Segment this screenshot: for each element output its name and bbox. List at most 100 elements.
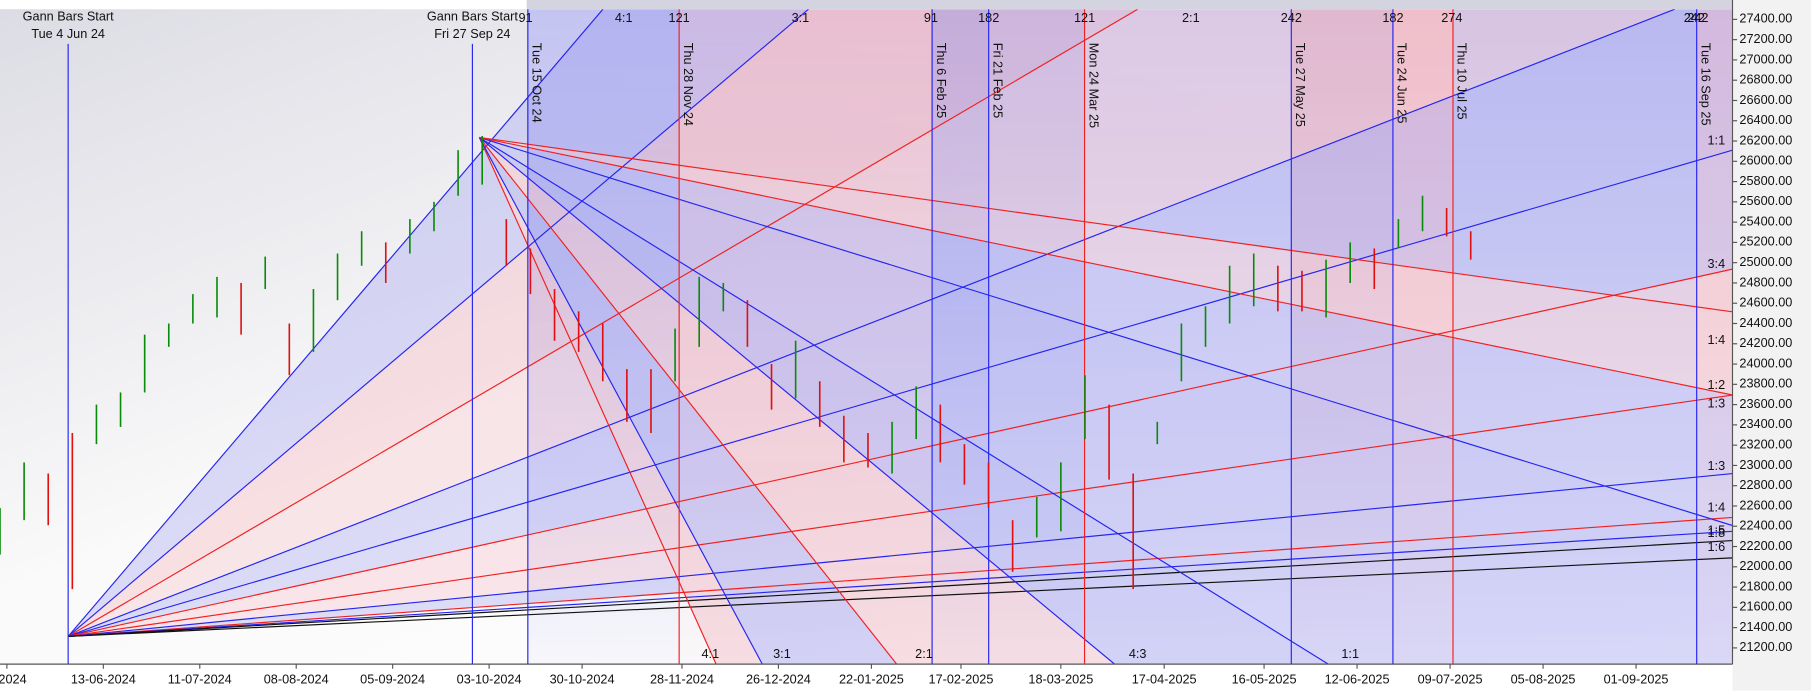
x-tick-label: 16-05-2025 (1232, 673, 1297, 687)
top-label: 121 (669, 11, 690, 25)
y-tick-label: 21400.00 (1739, 620, 1792, 634)
y-tick-label: 24400.00 (1739, 316, 1792, 330)
fan-fill (479, 137, 1733, 665)
ratio-label: 1:3 (1708, 459, 1726, 473)
x-tick-label: 22-01-2025 (839, 673, 904, 687)
ratio-label: 1:6 (1708, 540, 1726, 554)
band (988, 9, 1085, 665)
x-tick-label: 26-12-2024 (746, 673, 811, 687)
gann-start-title: Gann Bars Start (23, 10, 114, 24)
y-tick-label: 24000.00 (1739, 356, 1792, 370)
top-label: 121 (1074, 11, 1095, 25)
y-tick-label: 26600.00 (1739, 93, 1792, 107)
y-tick-label: 22600.00 (1739, 498, 1792, 512)
bottom-label: 4:1 (702, 647, 720, 661)
band (932, 9, 989, 665)
fan-line (68, 472, 1733, 637)
event-label: Tue 27 May 25 (1293, 43, 1307, 127)
y-tick-label: 22400.00 (1739, 519, 1792, 533)
y-tick-label: 25800.00 (1739, 174, 1792, 188)
ratio-label: 1:3 (1708, 397, 1726, 411)
event-label: Fri 21 Feb 25 (990, 43, 1004, 118)
bottom-label: 3:1 (773, 647, 791, 661)
y-tick-label: 21600.00 (1739, 600, 1792, 614)
x-tick-label: 5-2024 (0, 673, 27, 687)
y-tick-label: 27000.00 (1739, 52, 1792, 66)
event-label: Tue 16 Sep 25 (1698, 43, 1712, 126)
x-tick-label: 12-06-2025 (1325, 673, 1390, 687)
fan-line (478, 137, 898, 665)
bottom-label: 4:3 (1129, 647, 1147, 661)
x-tick-label: 05-08-2025 (1511, 673, 1576, 687)
x-tick-label: 17-02-2025 (929, 673, 994, 687)
event-label: Thu 6 Feb 25 (934, 43, 948, 118)
fan-lines (67, 9, 1733, 665)
fan-line (68, 539, 1733, 637)
fan-line (479, 136, 1733, 527)
x-tick-label: 17-04-2025 (1132, 673, 1197, 687)
gann-start-title: Gann Bars Start (427, 10, 518, 24)
y-tick-label: 23400.00 (1739, 417, 1792, 431)
event-label: Tue 15 Oct 24 (530, 43, 544, 123)
band (1392, 9, 1453, 665)
top-strip (526, 0, 1733, 10)
band (1452, 9, 1697, 665)
y-tick-label: 22200.00 (1739, 539, 1792, 553)
fan-line (68, 557, 1733, 637)
y-tick-label: 25600.00 (1739, 194, 1792, 208)
y-tick-label: 27200.00 (1739, 32, 1792, 46)
x-tick-label: 03-10-2024 (457, 673, 522, 687)
y-tick-label: 24600.00 (1739, 296, 1792, 310)
x-tick-label: 08-08-2024 (264, 673, 329, 687)
ratio-label: 1:8 (1708, 526, 1726, 540)
top-label: 3:1 (792, 11, 810, 25)
top-label: 4:1 (615, 11, 633, 25)
fan-line (479, 136, 1733, 313)
y-tick-label: 22800.00 (1739, 478, 1792, 492)
bottom-label: 2:1 (915, 647, 933, 661)
top-label: 91 (518, 11, 532, 25)
fan-line (68, 530, 1733, 637)
top-label: 182 (978, 11, 999, 25)
x-tick-label: 13-06-2024 (71, 673, 136, 687)
ratio-label: 1:5 (1708, 524, 1726, 538)
band (1084, 9, 1292, 665)
y-tick-label: 24200.00 (1739, 336, 1792, 350)
top-label: 242 (1687, 11, 1708, 25)
y-tick-label: 25400.00 (1739, 214, 1792, 228)
y-tick-label: 22000.00 (1739, 559, 1792, 573)
event-label: Mon 24 Mar 25 (1086, 43, 1100, 128)
y-tick-label: 21800.00 (1739, 579, 1792, 593)
y-axis-panel (1732, 0, 1811, 691)
fan-line (479, 136, 1329, 665)
band (1291, 9, 1393, 665)
band (679, 9, 933, 665)
y-tick-label: 26400.00 (1739, 113, 1792, 127)
y-tick-label: 23600.00 (1739, 397, 1792, 411)
y-tick-label: 25000.00 (1739, 255, 1792, 269)
top-label: 274 (1441, 11, 1462, 25)
x-tick-label: 28-11-2024 (650, 673, 714, 687)
event-label: Thu 28 Nov 24 (681, 43, 695, 126)
ratio-label: 1:4 (1708, 333, 1726, 347)
top-label: 182 (1382, 11, 1403, 25)
x-tick-label: 11-07-2024 (168, 673, 232, 687)
y-tick-label: 27400.00 (1739, 12, 1792, 26)
bottom-label: 1:1 (1341, 647, 1359, 661)
y-tick-label: 26800.00 (1739, 73, 1792, 87)
fan-line (67, 9, 604, 637)
fan-line (67, 9, 1138, 637)
ratio-label: 1:4 (1708, 501, 1726, 515)
fan-line (67, 9, 809, 637)
y-tick-label: 23800.00 (1739, 377, 1792, 391)
price-bars (0, 135, 1472, 590)
gann-start-date: Tue 4 Jun 24 (31, 27, 105, 41)
top-label: 2:1 (1182, 11, 1200, 25)
fan-line (478, 137, 1115, 665)
x-tick-label: 05-09-2024 (360, 673, 425, 687)
x-tick-label: 18-03-2025 (1028, 673, 1093, 687)
fan-line (67, 9, 1675, 637)
x-tick-label: 09-07-2025 (1418, 673, 1483, 687)
fan-line (479, 136, 1733, 396)
fan-fill (68, 9, 1733, 637)
